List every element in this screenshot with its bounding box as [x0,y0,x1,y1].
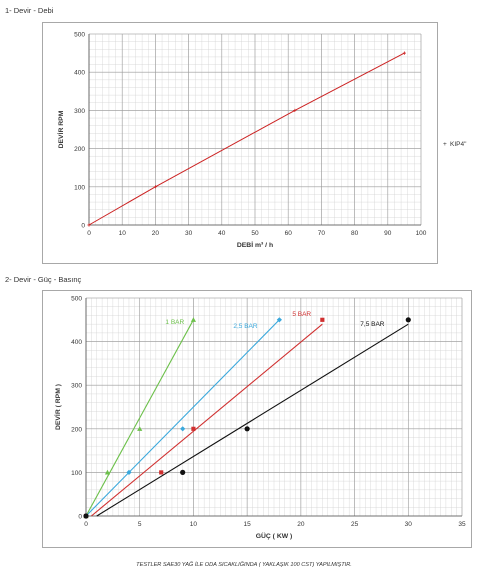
chart-devir-guc-basinc: 0 5 10 15 20 25 30 35 0 100 200 300 400 500 GÜÇ ( KW )… [54,296,466,541]
series-line [91,323,323,517]
series-label: 5 BAR [292,311,311,318]
x-tick-label: 5 [138,521,142,528]
legend-entry: KIP4" [450,141,467,148]
x-tick-label: 90 [384,230,392,237]
y-tick-label: 0 [78,514,82,521]
x-tick-label: 100 [416,230,427,237]
series-line [96,323,409,517]
y-tick-label: 200 [74,146,85,153]
section-1-title: 1- Devir - Debi [5,6,54,15]
y-axis-label: DEVİR ( RPM ) [54,384,62,430]
x-tick-label: 80 [351,230,359,237]
y-tick-label: 300 [71,383,82,390]
series-line [85,319,280,517]
series-line [85,319,194,517]
x-tick-label: 10 [119,230,127,237]
data-point-circle [405,317,411,323]
data-point-square [159,470,164,475]
series-label: 1 BAR [165,319,184,326]
x-tick-label: 0 [84,521,88,528]
x-tick-label: 10 [190,521,198,528]
data-point-diamond [276,317,282,323]
x-tick-label: 30 [185,230,193,237]
x-tick-label: 0 [87,230,91,237]
section-2-title: 2- Devir - Güç - Basınç [5,275,82,284]
data-point-triangle [190,317,197,322]
x-tick-label: 35 [458,521,466,528]
data-point-circle [244,426,250,432]
x-tick-label: 50 [251,230,259,237]
data-point-circle [180,469,186,475]
y-tick-label: 100 [71,470,82,477]
x-tick-label: 20 [152,230,160,237]
y-tick-label: 400 [74,70,85,77]
data-point-triangle [137,426,143,431]
footnote: TESTLER SAE30 YAĞ İLE ODA SICAKLIĞINDA (… [136,562,352,568]
x-tick-label: 40 [218,230,226,237]
y-tick-label: 100 [74,184,85,191]
x-tick-label: 15 [244,521,252,528]
data-point-triangle [104,469,111,475]
data-point-square [191,426,196,431]
chart-devir-debi: 0 10 20 30 40 50 60 70 80 90 100 0 100 200 300 400 500 DE… [57,32,467,250]
series-line [88,52,405,226]
series-label: 7,5 BAR [360,321,385,328]
data-point-square [320,317,325,322]
legend-marker: + [443,141,447,148]
x-tick-label: 20 [297,521,305,528]
y-tick-label: 500 [71,296,82,303]
data-point-diamond [180,426,186,432]
series-label: 2,5 BAR [233,323,258,330]
x-tick-label: 70 [318,230,326,237]
data-point-diamond [126,469,132,475]
y-tick-label: 200 [71,426,82,433]
y-tick-label: 300 [74,108,85,115]
x-axis-label: GÜÇ ( KW ) [256,531,293,540]
y-axis-label: DEVİR RPM [57,110,65,148]
y-tick-label: 500 [74,32,85,39]
y-tick-label: 0 [81,223,85,230]
x-tick-label: 30 [405,521,413,528]
x-axis-label: DEBİ m³ / h [237,241,273,249]
x-tick-label: 60 [285,230,293,237]
y-tick-label: 400 [71,339,82,346]
x-tick-label: 25 [351,521,359,528]
chart-devir-debi-frame [42,22,438,264]
data-point-circle [83,513,89,519]
